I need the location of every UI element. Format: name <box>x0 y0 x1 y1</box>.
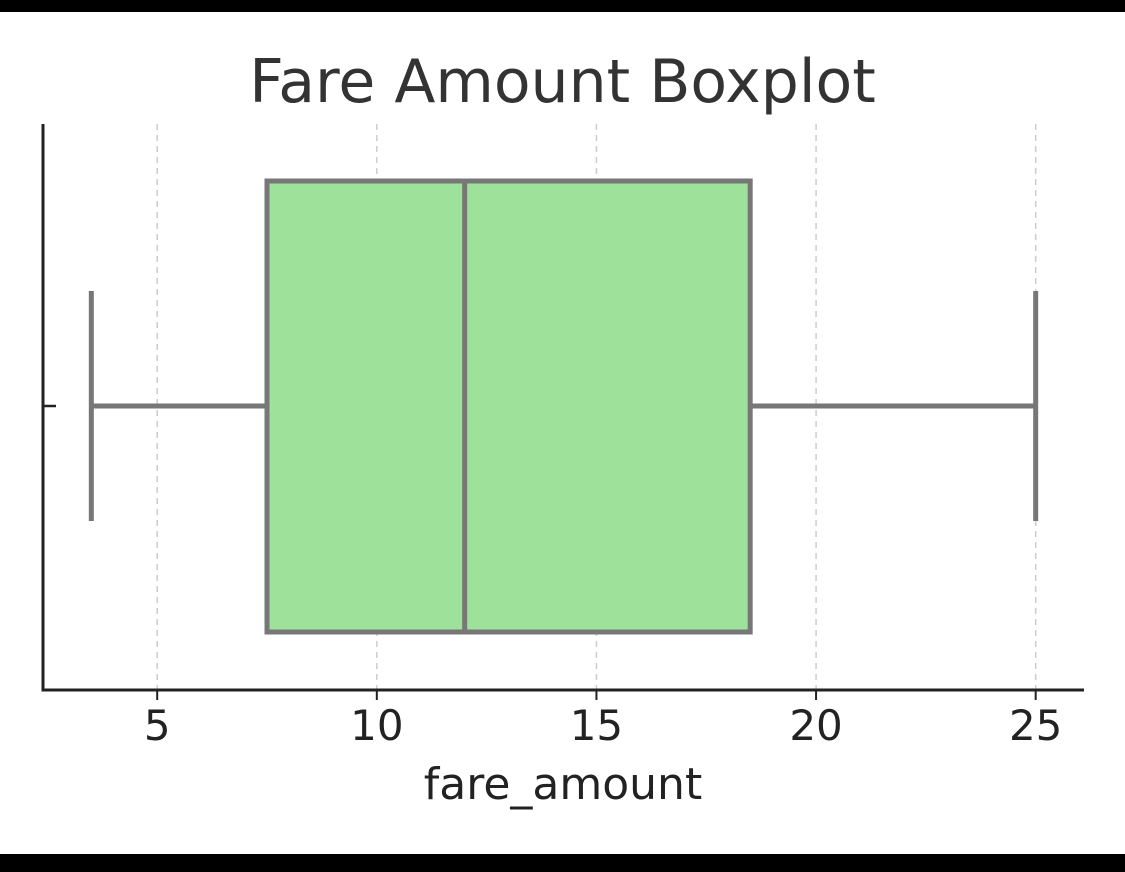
boxplot-chart: 5 10 15 20 25 fare_amount <box>41 124 1084 810</box>
x-tick-label-20: 20 <box>789 701 842 750</box>
chart-page: Fare Amount Boxplot 5 10 15 20 25 fare_amoun… <box>0 12 1125 854</box>
boxplot-box-group <box>88 178 1039 635</box>
axes <box>41 124 1084 692</box>
x-axis-label: fare_amount <box>424 759 702 810</box>
chart-title: Fare Amount Boxplot <box>249 47 876 117</box>
x-tick-label-25: 25 <box>1009 701 1062 750</box>
x-ticks: 5 10 15 20 25 <box>144 690 1062 750</box>
x-tick-label-10: 10 <box>350 701 403 750</box>
iqr-box <box>264 178 753 635</box>
x-tick-label-15: 15 <box>570 701 623 750</box>
x-tick-label-5: 5 <box>144 701 171 750</box>
